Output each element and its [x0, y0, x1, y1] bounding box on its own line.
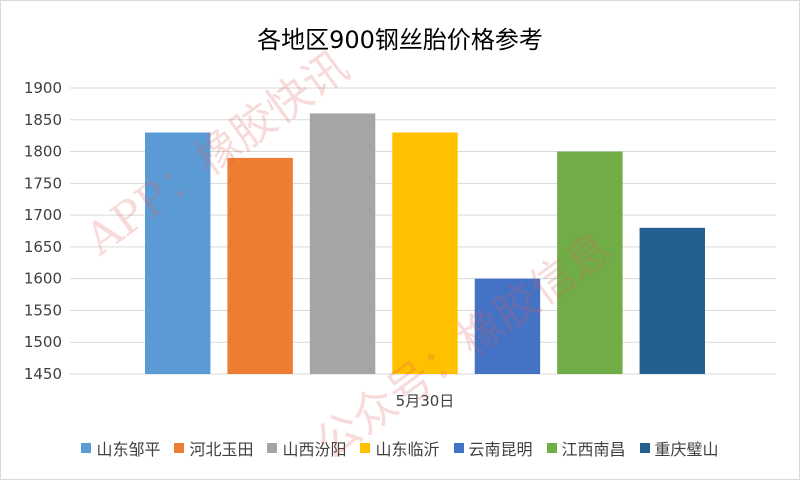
bar — [639, 227, 705, 374]
legend-item: 山东邹平 — [81, 436, 160, 460]
y-tick-label: 1850 — [24, 111, 62, 129]
bar — [309, 113, 376, 374]
legend-swatch — [360, 443, 371, 453]
y-tick-label: 1600 — [24, 270, 62, 288]
legend-item: 山东临沂 — [360, 436, 440, 460]
y-tick-label: 1500 — [24, 333, 62, 351]
y-tick-label: 1900 — [24, 79, 62, 97]
bar — [474, 278, 541, 374]
bar — [145, 132, 211, 374]
legend-label: 云南昆明 — [468, 440, 533, 459]
legend-swatch — [546, 443, 557, 453]
y-tick-label: 1750 — [24, 174, 62, 192]
y-tick-label: 1650 — [24, 238, 62, 256]
y-tick-label: 1800 — [24, 143, 62, 161]
bar — [557, 151, 623, 374]
legend-swatch — [453, 443, 464, 453]
legend-item: 云南昆明 — [453, 436, 533, 460]
legend-label: 山东邹平 — [96, 440, 161, 459]
bar — [227, 157, 293, 374]
chart-legend: 山东邹平 河北玉田 山西汾阳 山东临沂 云南昆明 江西南昌 重庆璧山 — [0, 436, 800, 460]
y-tick-label: 1700 — [24, 206, 62, 224]
legend-item: 重庆璧山 — [639, 436, 719, 460]
legend-label: 重庆璧山 — [654, 440, 719, 459]
legend-item: 江西南昌 — [546, 436, 626, 460]
legend-label: 江西南昌 — [561, 440, 626, 459]
y-tick-label: 1450 — [24, 365, 62, 383]
legend-label: 山东临沂 — [375, 440, 440, 459]
x-tick-label: 5月30日 — [396, 392, 455, 410]
chart-title: 各地区900钢丝胎价格参考 — [257, 26, 543, 54]
legend-swatch — [639, 443, 650, 453]
legend-item: 河北玉田 — [174, 436, 253, 460]
legend-label: 河北玉田 — [189, 440, 254, 459]
y-tick-label: 1550 — [24, 301, 62, 319]
bar — [392, 132, 458, 374]
legend-label: 山西汾阳 — [282, 440, 347, 459]
legend-item: 山西汾阳 — [267, 436, 346, 460]
legend-swatch — [174, 443, 185, 453]
legend-swatch — [81, 443, 92, 453]
legend-swatch — [267, 443, 278, 453]
